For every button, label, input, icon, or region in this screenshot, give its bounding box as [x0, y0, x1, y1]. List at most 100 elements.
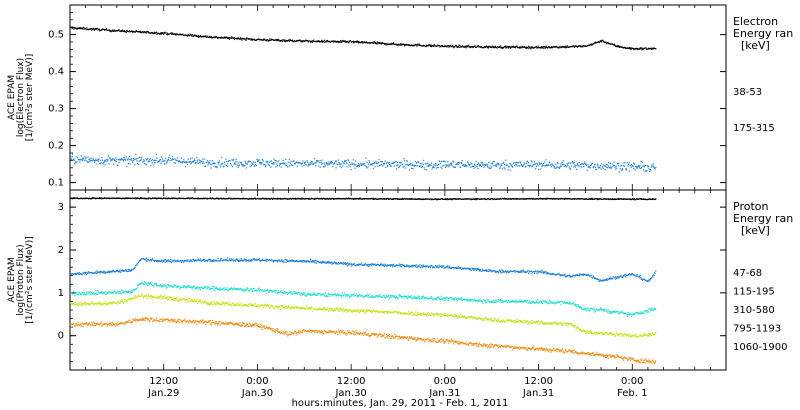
- data-point: [645, 47, 647, 49]
- data-point: [143, 160, 145, 162]
- data-point: [433, 163, 435, 165]
- data-point: [467, 45, 469, 48]
- data-point: [157, 32, 159, 34]
- data-point: [541, 198, 544, 200]
- data-point: [173, 286, 175, 288]
- data-point: [335, 295, 337, 297]
- data-point: [377, 165, 379, 167]
- data-point: [285, 291, 287, 294]
- data-point: [159, 160, 161, 162]
- data-point: [350, 263, 352, 265]
- data-point: [636, 275, 638, 277]
- data-point: [100, 270, 102, 272]
- data-point: [138, 284, 140, 286]
- data-point: [121, 289, 123, 291]
- data-point: [210, 163, 212, 165]
- data-point: [266, 39, 268, 41]
- data-point: [439, 160, 441, 163]
- data-point: [235, 158, 237, 160]
- data-point: [261, 159, 263, 161]
- data-point: [535, 198, 537, 200]
- data-point: [92, 159, 94, 161]
- data-point: [201, 162, 203, 164]
- data-point: [600, 279, 602, 281]
- data-point: [330, 261, 333, 263]
- data-point: [201, 160, 203, 163]
- data-point: [99, 159, 101, 161]
- data-point: [164, 259, 166, 261]
- data-point: [341, 163, 343, 165]
- data-point: [321, 39, 323, 41]
- data-point: [237, 289, 239, 291]
- data-point: [186, 197, 188, 199]
- data-point: [344, 262, 347, 264]
- data-point: [505, 164, 507, 166]
- data-point: [205, 161, 207, 163]
- data-point: [546, 273, 549, 275]
- data-point: [545, 159, 547, 161]
- data-point: [171, 285, 173, 287]
- data-point: [151, 31, 153, 34]
- data-point: [550, 273, 552, 275]
- data-point: [158, 285, 160, 287]
- data-point: [305, 164, 307, 166]
- data-point: [116, 197, 118, 199]
- data-point: [147, 282, 150, 285]
- data-point: [585, 273, 587, 276]
- data-point: [81, 291, 83, 294]
- data-point: [95, 289, 97, 292]
- data-point: [274, 39, 276, 41]
- data-point: [337, 164, 339, 166]
- data-point: [593, 276, 595, 278]
- data-point: [287, 260, 290, 262]
- data-point: [467, 44, 469, 46]
- data-point: [383, 42, 385, 45]
- data-point: [183, 197, 185, 200]
- data-point: [354, 167, 356, 169]
- data-point: [393, 162, 395, 164]
- data-point: [492, 198, 494, 200]
- data-point: [339, 262, 341, 264]
- data-point: [174, 162, 176, 164]
- data-point: [399, 44, 401, 46]
- data-point: [505, 272, 507, 274]
- data-point: [457, 46, 459, 48]
- data-point: [472, 166, 475, 168]
- data-point: [487, 268, 489, 270]
- data-point: [503, 167, 505, 169]
- data-point: [260, 162, 262, 164]
- data-point: [334, 160, 336, 162]
- data-point: [623, 198, 625, 200]
- data-point: [431, 44, 433, 47]
- data-point: [534, 161, 536, 163]
- data-point: [579, 45, 581, 47]
- data-point: [230, 164, 232, 166]
- data-point: [611, 198, 613, 201]
- data-point: [401, 43, 403, 45]
- data-point: [104, 161, 106, 163]
- data-point: [340, 40, 342, 42]
- data-point: [563, 274, 565, 276]
- data-point: [138, 197, 140, 199]
- data-point: [509, 169, 511, 171]
- data-point: [347, 159, 349, 161]
- data-point: [347, 262, 349, 264]
- data-point: [527, 164, 529, 166]
- data-point: [588, 166, 590, 168]
- data-point: [542, 164, 544, 166]
- data-point: [123, 31, 126, 33]
- data-point: [555, 167, 557, 169]
- data-point: [305, 295, 307, 297]
- data-point: [79, 161, 81, 163]
- data-point: [523, 162, 525, 164]
- data-point: [76, 161, 78, 163]
- data-point: [226, 37, 228, 39]
- data-point: [313, 162, 315, 165]
- data-point: [302, 261, 304, 263]
- data-point: [462, 46, 464, 48]
- data-point: [638, 276, 640, 278]
- data-point: [604, 165, 606, 167]
- data-point: [172, 260, 174, 262]
- data-point: [233, 287, 235, 289]
- data-point: [139, 31, 141, 33]
